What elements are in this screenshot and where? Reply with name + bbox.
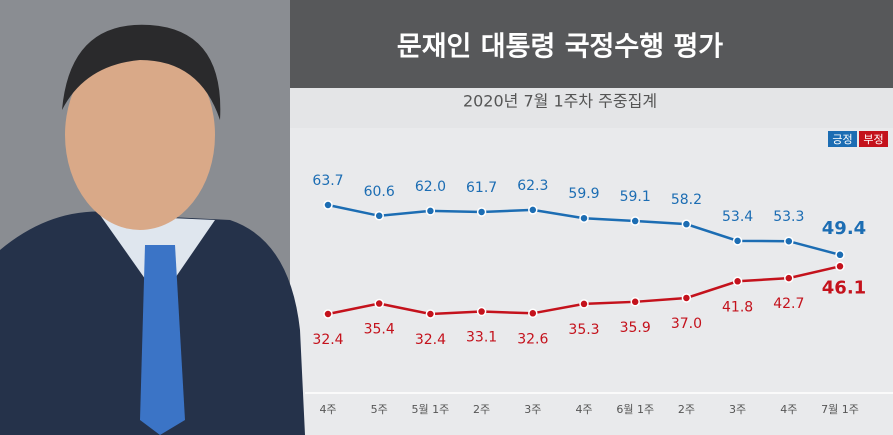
data-point (784, 236, 794, 246)
x-tick-label: 2주 (678, 403, 695, 416)
data-label: 59.9 (568, 186, 599, 202)
data-label: 61.7 (466, 180, 497, 196)
x-tick-label: 3주 (729, 403, 746, 416)
x-tick-label: 7월 1주 (821, 403, 859, 416)
portrait (0, 0, 305, 435)
hair (62, 24, 221, 120)
data-label: 53.4 (722, 209, 753, 225)
data-point (630, 297, 640, 307)
x-tick-label: 4주 (319, 403, 336, 416)
x-tick-label: 4주 (575, 403, 592, 416)
data-label: 53.3 (773, 209, 804, 225)
data-point (835, 250, 845, 260)
data-point (681, 219, 692, 229)
data-point (476, 207, 487, 217)
data-point (681, 293, 692, 303)
x-tick-label: 5주 (371, 403, 388, 416)
data-label: 62.0 (415, 179, 446, 195)
data-label: 60.6 (364, 184, 395, 200)
legend-label: 부정 (863, 133, 883, 146)
data-point (374, 298, 384, 309)
data-label: 37.0 (671, 316, 702, 332)
data-label: 35.3 (568, 322, 599, 338)
x-tick-label: 2주 (473, 403, 490, 416)
data-point (425, 309, 436, 319)
legend-swatch (828, 131, 857, 147)
data-label: 59.1 (620, 189, 651, 205)
legend-label: 긍정 (832, 133, 852, 146)
chart-title: 문재인 대통령 국정수행 평가 (397, 32, 723, 63)
data-label: 41.8 (722, 299, 753, 315)
data-label: 42.7 (773, 296, 804, 312)
data-point (732, 236, 743, 246)
x-tick-label: 3주 (524, 403, 541, 416)
data-point (579, 213, 589, 223)
data-point (630, 216, 640, 226)
data-label: 63.7 (312, 173, 343, 189)
data-point (732, 276, 743, 287)
x-tick-label: 6월 1주 (616, 403, 654, 416)
chart-subtitle: 2020년 7월 1주차 주중집계 (463, 92, 657, 111)
face (65, 40, 215, 230)
data-point (323, 309, 333, 319)
data-point (425, 206, 436, 216)
data-point (528, 308, 538, 319)
data-label: 62.3 (517, 178, 548, 194)
data-point (323, 200, 333, 210)
data-point (374, 211, 384, 221)
data-label: 33.1 (466, 330, 497, 346)
data-point (476, 306, 487, 317)
data-label: 49.4 (822, 218, 866, 239)
data-label: 32.4 (415, 332, 446, 348)
x-tick-label: 4주 (780, 403, 797, 416)
data-label: 35.9 (620, 320, 651, 336)
data-point (528, 205, 538, 215)
data-label: 32.6 (517, 331, 548, 347)
data-label: 46.1 (822, 277, 866, 298)
data-point (835, 261, 845, 272)
data-point (784, 273, 794, 283)
data-label: 58.2 (671, 192, 702, 208)
data-label: 32.4 (312, 332, 343, 348)
data-point (579, 299, 589, 309)
tie (140, 245, 185, 435)
legend-swatch (859, 131, 888, 147)
data-label: 35.4 (364, 322, 395, 338)
x-tick-label: 5월 1주 (412, 403, 450, 416)
